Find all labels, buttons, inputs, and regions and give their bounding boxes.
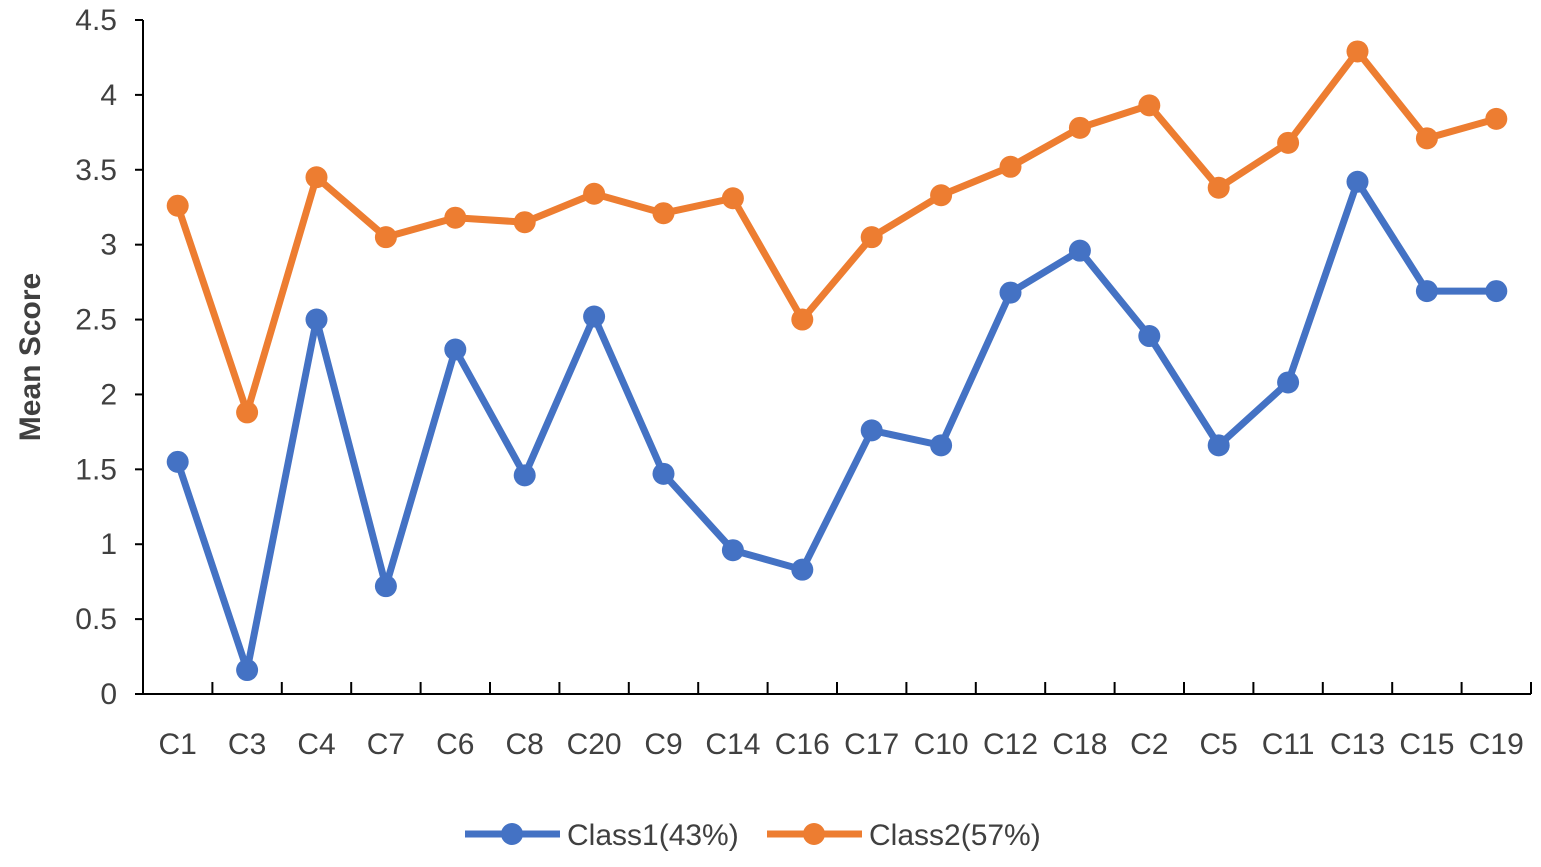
y-axis-ticks: 0 0.5 1 1.5 2 2.5 3 3.5 4 4.5 [75, 4, 143, 711]
x-tick-label: C7 [367, 728, 405, 761]
data-point [999, 155, 1022, 178]
data-point [930, 434, 953, 457]
data-point [791, 308, 814, 331]
axes [142, 20, 1531, 695]
data-point [513, 464, 536, 487]
legend: Class1(43%) Class2(57%) [465, 819, 1041, 852]
data-point [652, 462, 675, 485]
data-point [305, 308, 328, 331]
y-tick-label: 0 [100, 678, 117, 711]
y-tick-label: 0.5 [75, 603, 117, 636]
x-tick-label: C5 [1200, 728, 1238, 761]
y-tick-label: 3 [100, 229, 117, 262]
y-tick-label: 1.5 [75, 453, 117, 486]
data-point [1068, 239, 1091, 262]
data-point [1207, 434, 1230, 457]
data-point [1485, 107, 1508, 130]
x-tick-label: C10 [914, 728, 969, 761]
data-point [444, 338, 467, 361]
y-tick-label: 4.5 [75, 4, 117, 37]
legend-item: Class1(43%) [465, 819, 739, 852]
x-tick-label: C15 [1399, 728, 1454, 761]
x-tick-label: C20 [567, 728, 622, 761]
x-tick-label: C8 [506, 728, 544, 761]
data-point [721, 187, 744, 210]
data-point [305, 166, 328, 189]
data-point [721, 539, 744, 562]
data-point [236, 659, 259, 682]
series-line [174, 47, 1498, 416]
x-tick-label: C14 [705, 728, 760, 761]
data-point [1138, 94, 1161, 117]
data-point [1138, 325, 1161, 348]
y-tick-label: 4 [100, 79, 117, 112]
data-point [513, 211, 536, 234]
x-tick-label: C2 [1130, 728, 1168, 761]
data-point [1277, 371, 1300, 394]
y-tick-label: 1 [100, 528, 117, 561]
data-point [236, 401, 259, 424]
data-point [583, 182, 606, 205]
x-tick-label: C16 [775, 728, 830, 761]
data-point [1277, 131, 1300, 154]
series-layer [166, 40, 1508, 682]
data-point [999, 281, 1022, 304]
data-point [860, 226, 883, 249]
data-point [1346, 40, 1369, 63]
data-point [1207, 176, 1230, 199]
data-point [374, 226, 397, 249]
y-tick-label: 2 [100, 378, 117, 411]
data-point [583, 305, 606, 328]
data-point [444, 206, 467, 229]
data-point [930, 184, 953, 207]
x-tick-label: C9 [644, 728, 682, 761]
x-tick-label: C18 [1052, 728, 1107, 761]
data-point [374, 575, 397, 598]
legend-label: Class2(57%) [869, 819, 1041, 852]
x-tick-label: C1 [159, 728, 197, 761]
x-tick-label: C12 [983, 728, 1038, 761]
legend-marker [501, 823, 523, 845]
data-point [166, 450, 189, 473]
series-2 [166, 40, 1508, 424]
y-tick-label: 2.5 [75, 304, 117, 337]
data-point [1415, 127, 1438, 150]
x-tick-label: C11 [1262, 728, 1315, 761]
legend-marker [803, 823, 825, 845]
legend-label: Class1(43%) [567, 819, 739, 852]
y-axis-title: Mean Score [14, 273, 47, 441]
x-tick-label: C19 [1469, 728, 1524, 761]
data-point [791, 558, 814, 581]
data-point [1346, 170, 1369, 193]
data-point [652, 202, 675, 225]
x-axis-ticks: C1 C3 C4 C7 C6 C8 C20 C9 C14 C16 C17 C10 C12 C18 C2 C5 C… [159, 682, 1532, 761]
x-tick-label: C4 [297, 728, 335, 761]
y-tick-label: 3.5 [75, 154, 117, 187]
legend-item: Class2(57%) [767, 819, 1041, 852]
series-line [174, 178, 1497, 674]
x-tick-label: C6 [436, 728, 474, 761]
data-point [1068, 116, 1091, 139]
data-point [1485, 280, 1508, 303]
data-point [1415, 280, 1438, 303]
data-point [166, 194, 189, 217]
x-tick-label: C13 [1330, 728, 1385, 761]
x-tick-label: C17 [844, 728, 899, 761]
data-point [860, 419, 883, 442]
x-tick-label: C3 [228, 728, 266, 761]
series-1 [166, 170, 1508, 682]
